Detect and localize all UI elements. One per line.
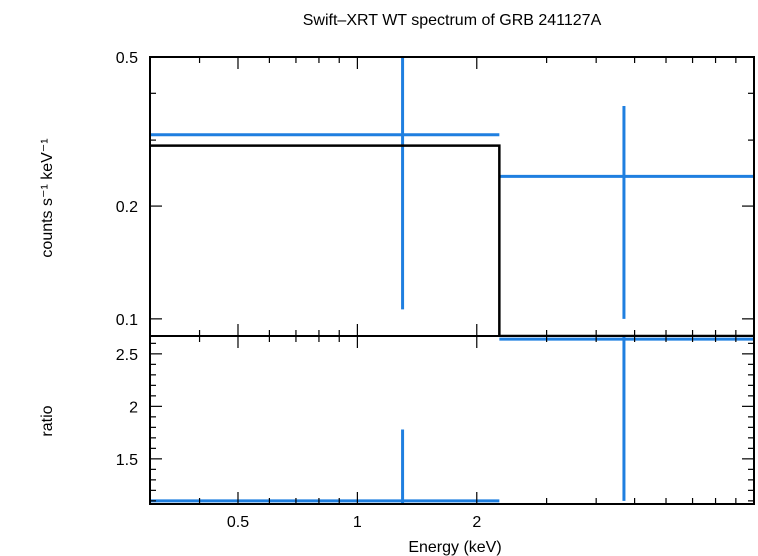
x-tick-label: 0.5	[227, 514, 249, 531]
y-tick-label: 1.5	[116, 452, 138, 469]
y-tick-label: 0.1	[116, 312, 138, 329]
ratio-panel: 1.5 2 2.5 0.5 1 2	[116, 335, 755, 531]
y-tick-label: 2	[129, 399, 138, 416]
plot-frame	[149, 335, 755, 505]
x-axis-label: Energy (keV)	[408, 539, 501, 556]
bottom-y-axis-label: ratio	[39, 405, 56, 436]
spectrum-panel: 0.1 0.2 0.5	[116, 50, 755, 337]
y-tick-label: 2.5	[116, 347, 138, 364]
x-tick-label: 1	[353, 514, 362, 531]
x-tick-label: 2	[472, 514, 481, 531]
y-tick-label: 0.5	[116, 50, 138, 67]
y-tick-label: 0.2	[116, 199, 138, 216]
model-line	[150, 144, 754, 336]
plot-frame	[149, 56, 755, 337]
top-y-axis-label: counts s⁻¹ keV⁻¹	[39, 138, 56, 257]
chart-title: Swift–XRT WT spectrum of GRB 241127A	[303, 12, 602, 29]
